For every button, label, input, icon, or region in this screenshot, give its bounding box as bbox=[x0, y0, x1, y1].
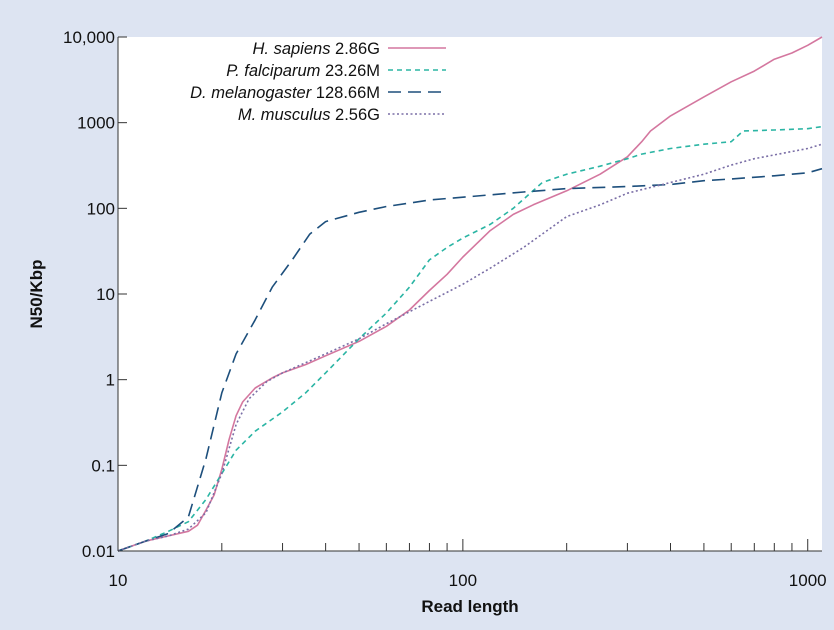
y-tick-label: 0.1 bbox=[91, 456, 115, 475]
legend-series-size: 23.26M bbox=[320, 62, 380, 80]
y-tick-label: 10 bbox=[96, 285, 115, 304]
y-tick-label: 1 bbox=[106, 371, 115, 390]
axes-layer bbox=[117, 36, 822, 552]
y-axis-title: N50/Kbp bbox=[27, 260, 46, 329]
y-tick-label: 100 bbox=[87, 199, 115, 218]
legend-label-3: D. melanogaster 128.66M bbox=[190, 84, 380, 102]
series-line-4 bbox=[117, 143, 823, 552]
x-tick-label: 10 bbox=[109, 571, 128, 590]
series-line-2 bbox=[117, 125, 823, 552]
y-tick-label: 10,000 bbox=[63, 28, 115, 47]
x-axis-title: Read length bbox=[421, 597, 518, 616]
plot-area bbox=[118, 37, 822, 551]
legend-label-4: M. musculus 2.56G bbox=[238, 106, 380, 124]
legend-label-2: P. falciparum 23.26M bbox=[226, 62, 380, 80]
series-layer bbox=[117, 36, 823, 552]
y-tick-label: 0.01 bbox=[82, 542, 115, 561]
legend-series-name: M. musculus bbox=[238, 106, 331, 124]
tick-label-layer: 0.01 0.1 1 10 100 1000 10,000 10 100 1000 bbox=[63, 28, 827, 590]
legend-series-size: 2.56G bbox=[330, 106, 380, 124]
y-tick-label: 1000 bbox=[77, 114, 115, 133]
legend-series-name: P. falciparum bbox=[226, 62, 320, 80]
legend-series-size: 128.66M bbox=[311, 84, 380, 102]
x-tick-label: 100 bbox=[449, 571, 477, 590]
legend: H. sapiens 2.86G P. falciparum 23.26M D. m… bbox=[190, 40, 446, 124]
x-tick-label: 1000 bbox=[789, 571, 827, 590]
legend-series-size: 2.86G bbox=[330, 40, 380, 58]
legend-series-name: H. sapiens bbox=[252, 40, 330, 58]
legend-label-1: H. sapiens 2.86G bbox=[252, 40, 380, 58]
series-line-3 bbox=[117, 167, 823, 552]
legend-series-name: D. melanogaster bbox=[190, 84, 313, 102]
